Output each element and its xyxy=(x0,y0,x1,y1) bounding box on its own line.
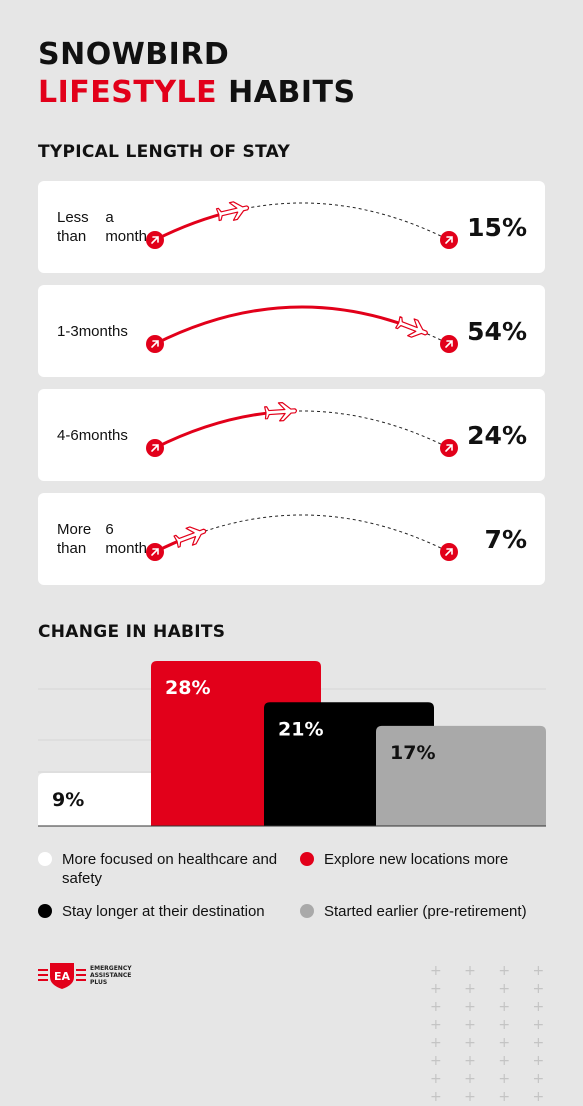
stay-route-dashed xyxy=(154,202,450,241)
end-arrow-icon xyxy=(440,439,458,457)
legend-swatch xyxy=(300,904,314,918)
stay-card: 4-6 months 24% xyxy=(38,389,545,481)
start-arrow-icon xyxy=(146,543,164,561)
stay-card-label: Less than a month xyxy=(57,209,148,245)
stay-section-title: TYPICAL LENGTH OF STAY xyxy=(38,142,291,162)
stay-card: 1-3 months 54% xyxy=(38,285,545,377)
end-arrow-icon xyxy=(440,231,458,249)
end-arrow-icon xyxy=(440,543,458,561)
airplane-icon xyxy=(215,201,250,222)
stay-card-label: 1-3 months xyxy=(57,322,128,340)
stay-value-arc xyxy=(153,410,284,450)
habit-bar-label: 21% xyxy=(278,718,323,740)
legend-item: More focused on healthcare and safety xyxy=(38,850,283,888)
stay-flight-path xyxy=(146,305,458,353)
stay-percent: 15% xyxy=(467,212,527,242)
stay-flight-path xyxy=(146,201,458,249)
stay-route-dashed xyxy=(154,410,450,449)
habits-bar-chart: 9% 28% 21% 17% xyxy=(38,661,546,827)
habit-bar-label: 9% xyxy=(52,789,84,811)
legend-swatch xyxy=(300,852,314,866)
legend-label: Explore new locations more xyxy=(324,851,509,868)
legend-label: Started earlier (pre-retirement) xyxy=(324,903,527,920)
stay-flight-path xyxy=(146,514,458,561)
decorative-cross-pattern: + + + + + + + + + + + + + + + + + + + + … xyxy=(430,963,554,1105)
habits-section-title: CHANGE IN HABITS xyxy=(38,622,226,642)
logo-mark: EA xyxy=(54,970,71,983)
airplane-icon xyxy=(395,316,428,338)
airplane-icon xyxy=(264,402,298,422)
logo-text: EMERGENCY ASSISTANCE PLUS xyxy=(90,964,132,986)
legend-item: Stay longer at their destination xyxy=(38,902,283,921)
brand-logo: EA EMERGENCY ASSISTANCE PLUS xyxy=(38,960,132,990)
end-arrow-icon xyxy=(440,335,458,353)
stay-card-label: 4-6 months xyxy=(57,426,128,444)
legend-swatch xyxy=(38,852,52,866)
habit-bar xyxy=(376,725,546,826)
start-arrow-icon xyxy=(146,231,164,249)
stay-route-dashed xyxy=(154,514,450,553)
page-title: SNOWBIRD LIFESTYLE HABITS xyxy=(38,36,356,112)
legend-label: More focused on healthcare and safety xyxy=(62,851,278,887)
stay-percent: 7% xyxy=(484,524,527,554)
stay-value-arc xyxy=(153,305,416,346)
stay-flight-path xyxy=(146,402,458,457)
legend-swatch xyxy=(38,904,52,918)
stay-percent: 24% xyxy=(467,420,527,450)
habit-bar-label: 28% xyxy=(165,677,210,699)
stay-card: More than 6 month 7% xyxy=(38,493,545,585)
start-arrow-icon xyxy=(146,335,164,353)
stay-card: Less than a month 15% xyxy=(38,181,545,273)
title-line-2-highlight: LIFESTYLE xyxy=(38,75,218,110)
legend-item: Started earlier (pre-retirement) xyxy=(300,902,550,921)
airplane-icon xyxy=(173,526,207,548)
stay-card-label: More than 6 month xyxy=(57,521,148,557)
title-line-1: SNOWBIRD xyxy=(38,37,230,72)
habit-bar-label: 17% xyxy=(390,742,435,764)
legend-label: Stay longer at their destination xyxy=(62,903,265,920)
legend-item: Explore new locations more xyxy=(300,850,550,869)
start-arrow-icon xyxy=(146,439,164,457)
stay-percent: 54% xyxy=(467,316,527,346)
ea-shield-icon: EA xyxy=(38,963,86,989)
title-line-2-rest: HABITS xyxy=(228,75,356,110)
